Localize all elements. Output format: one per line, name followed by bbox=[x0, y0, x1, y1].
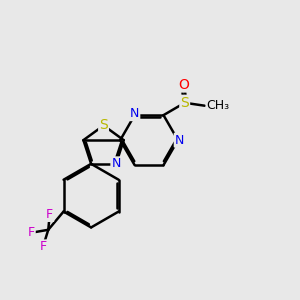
Text: S: S bbox=[99, 118, 108, 133]
Text: N: N bbox=[111, 157, 121, 170]
Text: CH₃: CH₃ bbox=[206, 99, 229, 112]
Text: F: F bbox=[46, 208, 53, 221]
Text: F: F bbox=[39, 240, 46, 254]
Text: S: S bbox=[180, 96, 189, 110]
Text: N: N bbox=[175, 134, 184, 147]
Text: N: N bbox=[130, 107, 139, 120]
Text: F: F bbox=[28, 226, 35, 239]
Text: O: O bbox=[178, 77, 189, 92]
